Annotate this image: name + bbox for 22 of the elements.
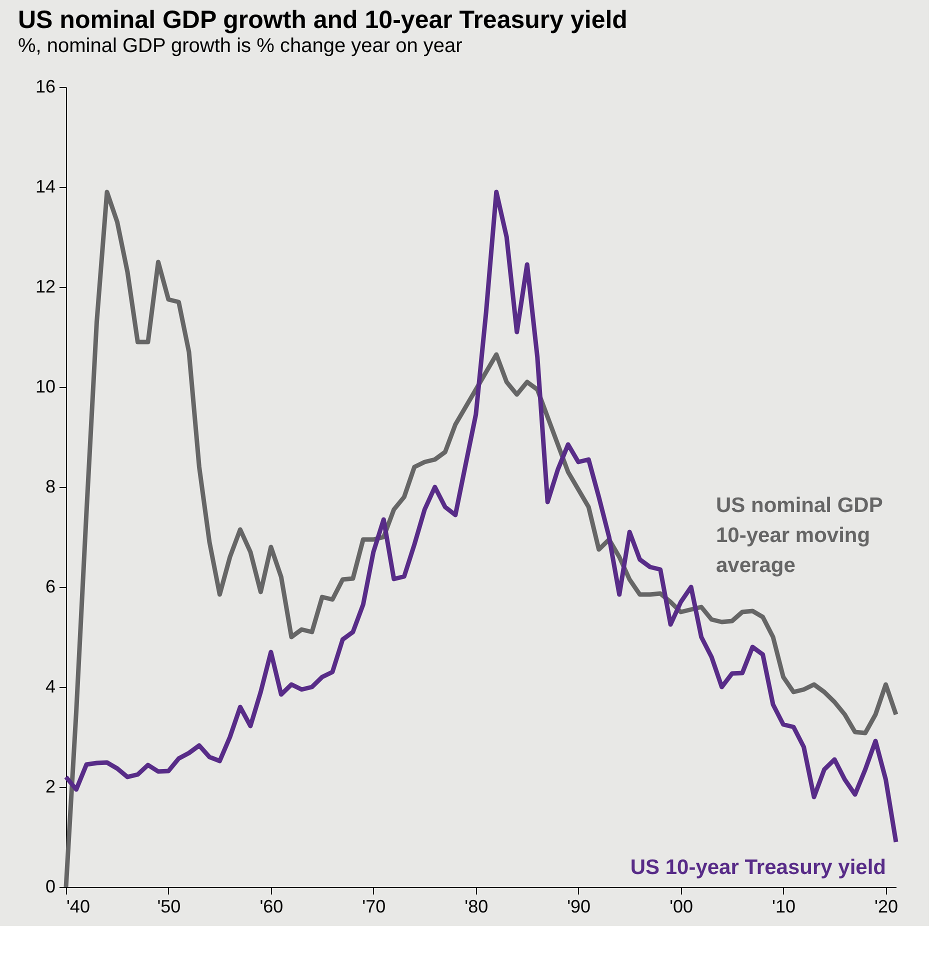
y-tick-label: 16 <box>35 76 56 96</box>
x-tick-label: '90 <box>567 896 591 916</box>
x-tick-label: '60 <box>260 896 284 916</box>
chart-subtitle: %, nominal GDP growth is % change year on year <box>18 35 463 57</box>
x-tick-label: '80 <box>464 896 488 916</box>
y-tick-label: 0 <box>45 876 56 896</box>
x-tick-label: '70 <box>362 896 386 916</box>
y-tick-label: 4 <box>45 676 56 696</box>
chart-title: US nominal GDP growth and 10-year Treasury yield <box>18 6 628 34</box>
y-tick-label: 6 <box>45 576 56 596</box>
x-tick-label: '50 <box>157 896 181 916</box>
y-tick-label: 10 <box>35 376 56 396</box>
x-tick-label: '00 <box>670 896 694 916</box>
x-tick-label: '40 <box>66 896 90 916</box>
x-tick-label: '20 <box>874 896 898 916</box>
series-label: US 10-year Treasury yield <box>630 856 886 879</box>
series-label: US nominal GDP 10-year moving average <box>716 494 883 577</box>
x-tick-label: '10 <box>772 896 796 916</box>
y-tick-label: 14 <box>35 176 56 196</box>
y-tick-label: 2 <box>45 776 56 796</box>
y-tick-label: 8 <box>45 476 56 496</box>
y-tick-label: 12 <box>35 276 56 296</box>
